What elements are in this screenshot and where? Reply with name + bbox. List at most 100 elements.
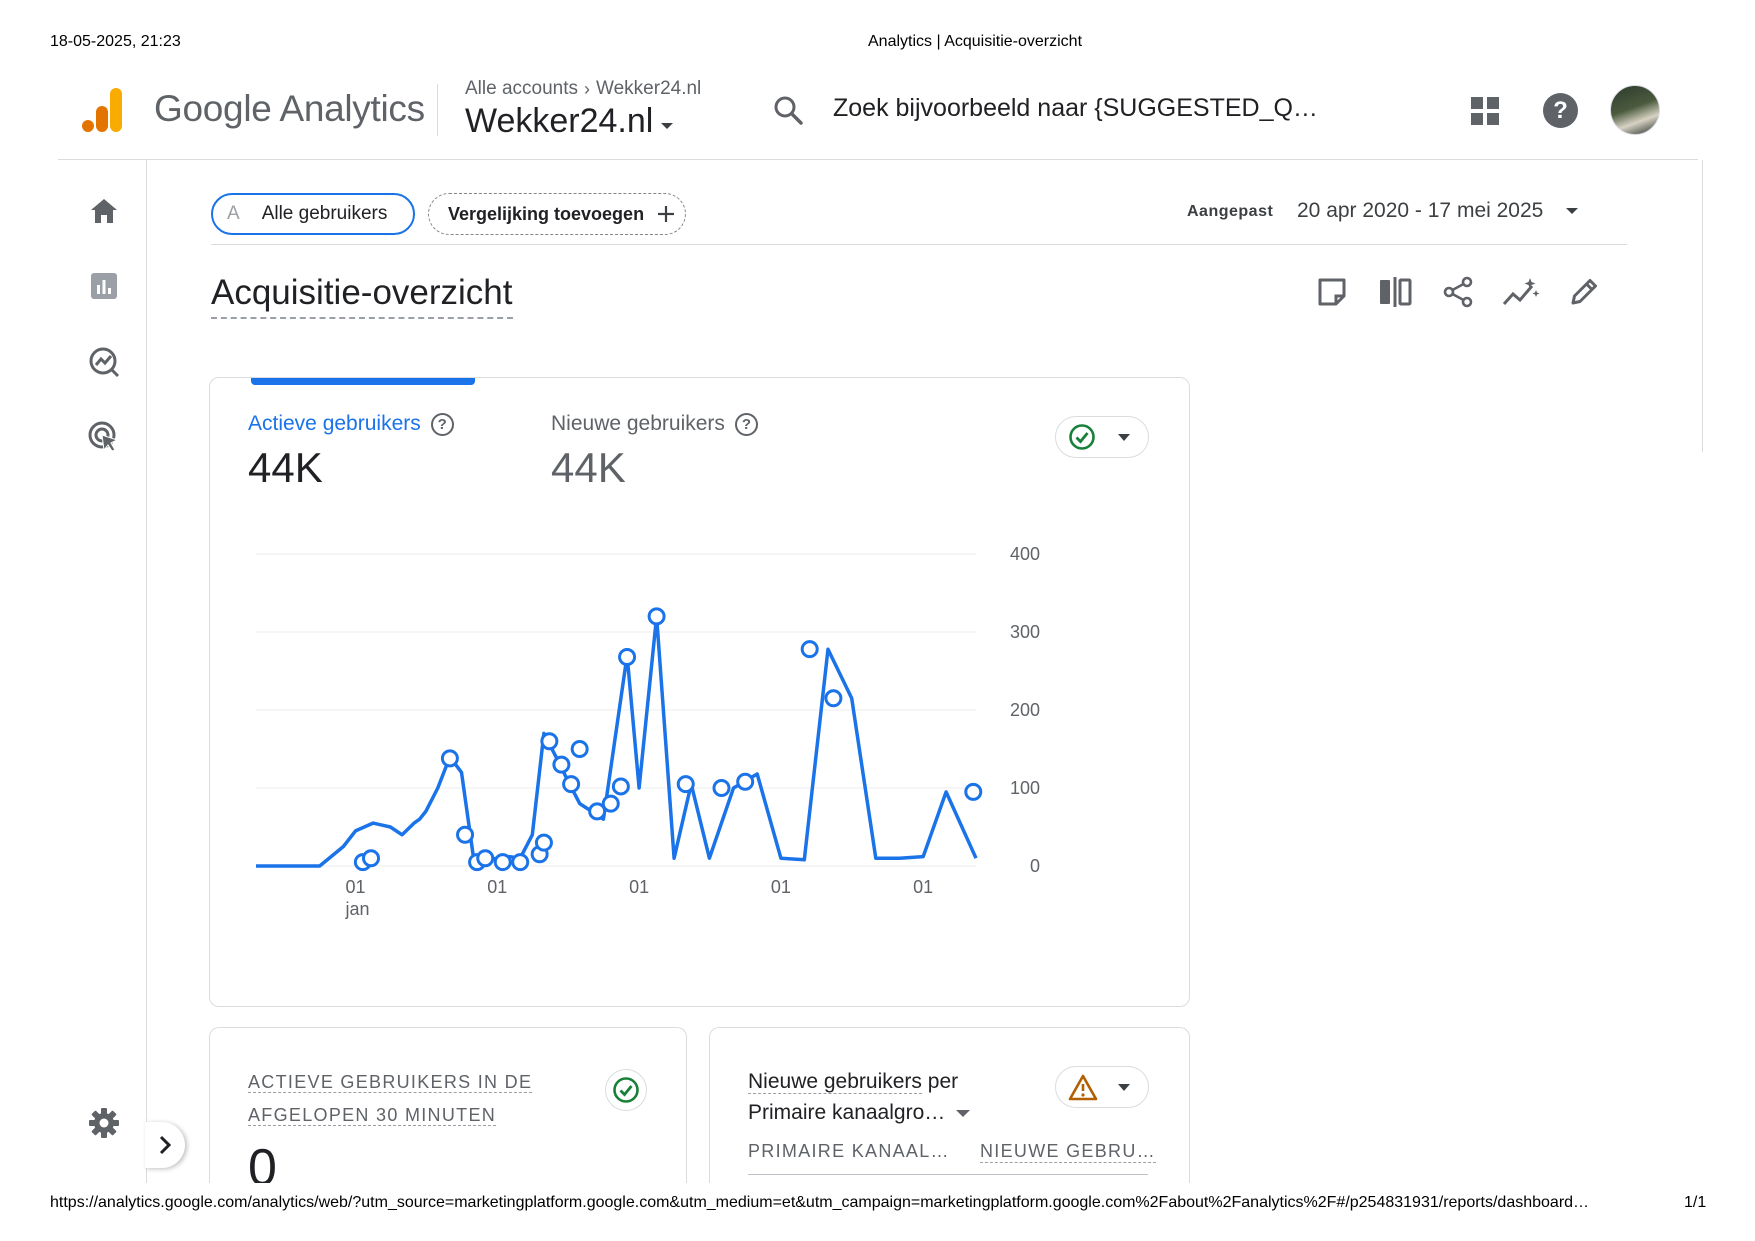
data-point-marker[interactable]: [824, 689, 843, 708]
data-quality-button[interactable]: [1055, 416, 1149, 458]
leftnav-divider: [146, 160, 147, 1190]
x-tick-label: 01: [345, 877, 365, 897]
data-point-marker[interactable]: [712, 779, 731, 797]
user-avatar[interactable]: [1610, 85, 1660, 135]
google-analytics-logo[interactable]: [82, 86, 124, 134]
header-divider: [437, 84, 438, 136]
data-point-marker[interactable]: [800, 640, 819, 659]
data-point-marker[interactable]: [552, 755, 571, 774]
column-header-channel[interactable]: PRIMAIRE KANAAL…: [748, 1141, 950, 1161]
breadcrumb-separator-icon: ›: [584, 78, 591, 99]
data-point-marker[interactable]: [676, 775, 695, 794]
date-range-prefix: Aangepast: [1187, 203, 1274, 220]
segment-letter: A: [227, 203, 240, 224]
print-url: https://analytics.google.com/analytics/w…: [50, 1194, 1590, 1211]
topbar-divider: [58, 159, 1698, 160]
data-quality-warning-button[interactable]: [1055, 1066, 1149, 1108]
segment-chip[interactable]: A Alle gebruikers: [211, 193, 415, 235]
active-users-series-line: [256, 614, 978, 868]
x-tick-label: 01: [913, 877, 933, 897]
data-point-marker[interactable]: [570, 740, 589, 758]
edit-icon[interactable]: [1564, 272, 1604, 312]
plus-icon: [658, 206, 675, 222]
y-tick-label: 200: [1010, 700, 1040, 720]
table-header-divider: [748, 1174, 1148, 1175]
column-header-new-users[interactable]: NIEUWE GEBRU…: [980, 1141, 1156, 1163]
y-tick-label: 100: [1010, 778, 1040, 798]
data-point-marker[interactable]: [440, 749, 459, 768]
metric-tab-active-users[interactable]: Actieve gebruikers ? 44K: [248, 412, 454, 492]
data-point-marker[interactable]: [964, 782, 983, 801]
caret-down-icon: [1118, 1083, 1130, 1091]
realtime-status-button[interactable]: [605, 1069, 647, 1111]
active-tab-indicator: [251, 378, 475, 385]
property-selector[interactable]: Wekker24.nl: [465, 102, 675, 141]
channel-title-metric[interactable]: Nieuwe gebruikers: [748, 1070, 922, 1094]
realtime-title[interactable]: ACTIEVE GEBRUIKERS IN DE AFGELOPEN 30 MI…: [248, 1066, 533, 1132]
search-icon[interactable]: [771, 93, 805, 127]
breadcrumb-property[interactable]: Wekker24.nl: [596, 78, 702, 99]
channel-title-per: per: [927, 1070, 959, 1093]
dimension-selector[interactable]: Primaire kanaalgro…: [748, 1101, 971, 1125]
filter-divider: [211, 244, 1627, 245]
insights-icon[interactable]: [1501, 272, 1541, 312]
caret-down-icon: [956, 1109, 971, 1117]
reports-icon[interactable]: [84, 266, 124, 306]
date-range-value: 20 apr 2020 - 17 mei 2025: [1297, 199, 1544, 222]
x-tick-label: 01: [487, 877, 507, 897]
print-page-count: 1/1: [1684, 1194, 1707, 1211]
new-users-value: 44K: [551, 444, 626, 491]
explore-icon[interactable]: [84, 342, 124, 382]
home-icon[interactable]: [84, 191, 124, 231]
caret-down-icon: [1566, 208, 1579, 214]
data-point-marker[interactable]: [362, 849, 381, 868]
help-icon[interactable]: ?: [430, 412, 454, 436]
channel-card-title: Nieuwe gebruikers per: [748, 1070, 958, 1094]
data-point-marker[interactable]: [601, 794, 620, 813]
data-point-marker[interactable]: [611, 777, 630, 796]
caret-down-icon: [661, 122, 674, 129]
breadcrumb-account[interactable]: Alle accounts: [465, 78, 579, 99]
side-panel-edge: [1702, 160, 1703, 452]
data-point-marker[interactable]: [736, 772, 755, 791]
data-point-marker[interactable]: [456, 825, 475, 844]
metric-tab-new-users[interactable]: Nieuwe gebruikers ? 44K: [551, 412, 758, 492]
y-tick-label: 0: [1030, 856, 1040, 876]
data-point-marker[interactable]: [647, 607, 666, 626]
y-tick-label: 300: [1010, 622, 1040, 642]
data-point-marker[interactable]: [493, 853, 512, 872]
data-point-marker[interactable]: [534, 833, 553, 852]
data-point-marker[interactable]: [562, 775, 581, 794]
segment-label: Alle gebruikers: [261, 203, 388, 224]
brand-name[interactable]: Google Analytics: [154, 88, 425, 129]
x-tick-sublabel: jan: [344, 899, 369, 919]
data-point-marker[interactable]: [476, 849, 495, 868]
data-point-marker[interactable]: [511, 853, 530, 872]
x-tick-label: 01: [629, 877, 649, 897]
chevron-right-icon[interactable]: [145, 1122, 185, 1168]
add-comparison-button[interactable]: Vergelijking toevoegen: [428, 193, 686, 235]
snapshot-icon[interactable]: [1312, 272, 1352, 312]
apps-grid-icon[interactable]: [1470, 96, 1500, 126]
property-name: Wekker24.nl: [465, 102, 654, 140]
share-icon[interactable]: [1438, 272, 1478, 312]
breadcrumb[interactable]: Alle accounts › Wekker24.nl: [465, 78, 701, 100]
compare-icon[interactable]: [1375, 272, 1415, 312]
help-icon[interactable]: ?: [734, 412, 758, 436]
data-point-marker[interactable]: [588, 802, 607, 821]
print-datetime: 18-05-2025, 21:23: [50, 33, 181, 50]
print-page-title: Analytics | Acquisitie-overzicht: [868, 33, 1083, 50]
add-comparison-label: Vergelijking toevoegen: [448, 203, 645, 224]
help-icon[interactable]: ?: [1543, 93, 1578, 128]
advertising-icon[interactable]: [84, 417, 124, 457]
data-point-marker[interactable]: [618, 647, 637, 666]
data-point-marker[interactable]: [540, 732, 559, 751]
search-input[interactable]: Zoek bijvoorbeeld naar {SUGGESTED_Q…: [833, 94, 1318, 122]
caret-down-icon: [1118, 433, 1130, 441]
active-users-value: 44K: [248, 444, 323, 491]
gear-icon[interactable]: [84, 1103, 124, 1143]
page-title[interactable]: Acquisitie-overzicht: [211, 273, 513, 319]
date-range-picker[interactable]: 20 apr 2020 - 17 mei 2025: [1297, 199, 1579, 223]
realtime-title-line2: AFGELOPEN 30 MINUTEN: [248, 1105, 497, 1126]
